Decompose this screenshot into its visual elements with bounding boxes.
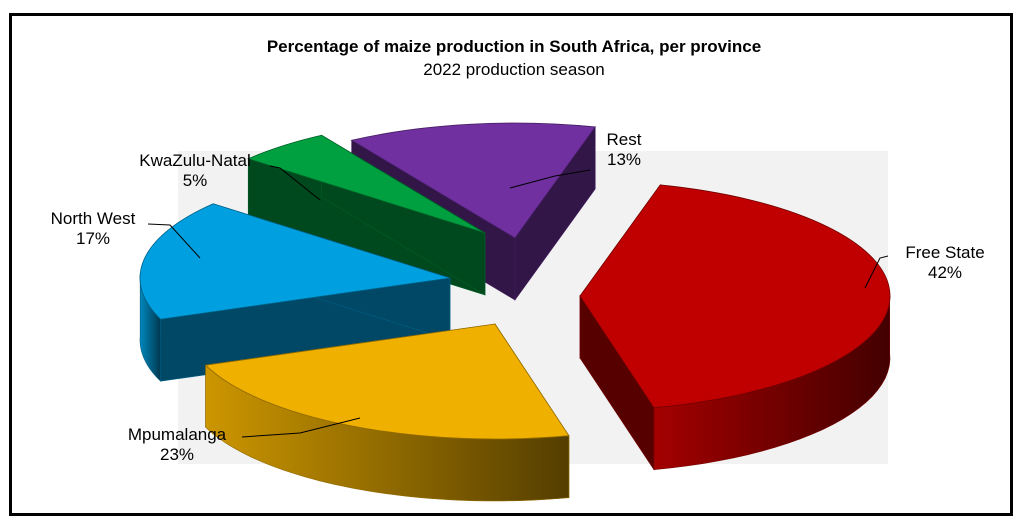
- label-mpumalanga-value: 23%: [159, 445, 195, 464]
- label-rest: Rest 13%: [594, 130, 654, 170]
- chart-title: Percentage of maize production in South …: [266, 37, 762, 56]
- pie-slice-free-state: [579, 183, 891, 471]
- chart-subtitle: 2022 production season: [423, 60, 605, 79]
- label-mpumalanga-name: Mpumalanga: [127, 425, 227, 444]
- leader-rest: [509, 169, 591, 189]
- label-mpumalanga: Mpumalanga 23%: [112, 425, 242, 465]
- label-kwazulu-natal-value: 5%: [182, 171, 208, 190]
- label-free-state-name: Free State: [905, 243, 985, 262]
- leader-mpumalanga: [241, 417, 361, 438]
- label-north-west-name: North West: [50, 209, 136, 228]
- leader-free-state: [864, 255, 889, 289]
- label-north-west: North West 17%: [38, 209, 148, 249]
- label-free-state: Free State 42%: [890, 243, 1000, 283]
- label-rest-name: Rest: [606, 130, 642, 149]
- leader-north-west: [147, 223, 201, 259]
- label-kwazulu-natal: KwaZulu-Natal 5%: [120, 151, 270, 191]
- pie-slice-north-west: [139, 203, 451, 382]
- label-kwazulu-natal-name: KwaZulu-Natal: [139, 151, 251, 170]
- pie-slice-mpumalanga: [204, 323, 570, 502]
- label-north-west-value: 17%: [75, 229, 111, 248]
- label-rest-value: 13%: [606, 150, 642, 169]
- leader-kwazulu-natal: [269, 165, 321, 201]
- label-free-state-value: 42%: [927, 263, 963, 282]
- pie-slice-kwazulu-natal: [247, 134, 486, 296]
